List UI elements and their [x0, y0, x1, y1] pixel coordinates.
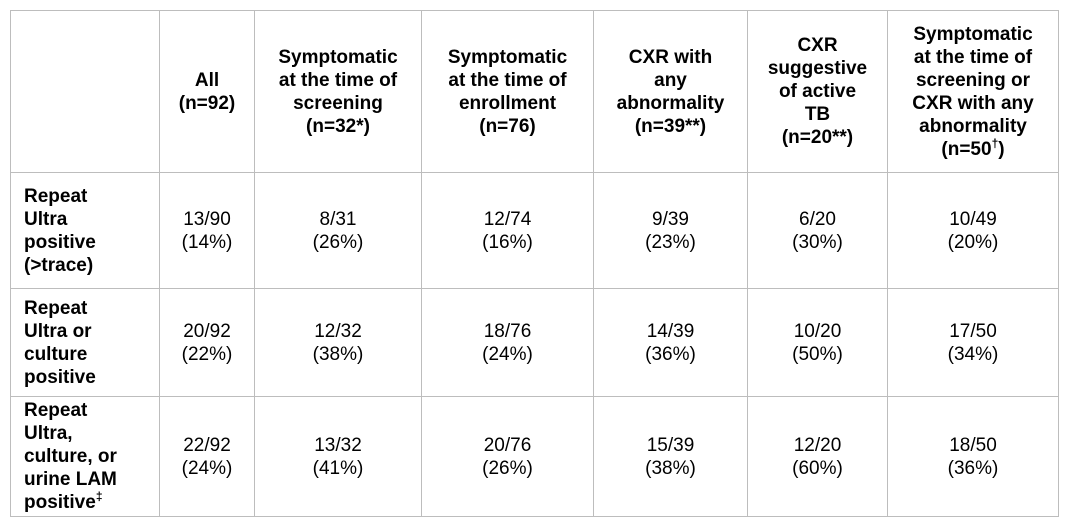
double-dagger-symbol: ‡ [95, 489, 103, 504]
column-header-empty [10, 10, 160, 173]
data-cell: 12/32 (38%) [254, 288, 422, 397]
data-cell: 14/39 (36%) [593, 288, 748, 397]
dagger-symbol: † [991, 136, 999, 151]
data-cell: 15/39 (38%) [593, 396, 748, 517]
data-cell: 8/31 (26%) [254, 172, 422, 289]
data-cell: 18/76 (24%) [421, 288, 594, 397]
column-header-symptomatic-or-cxr: Symptomatic at the time of screening or … [887, 10, 1059, 173]
data-cell: 20/92 (22%) [159, 288, 255, 397]
column-header-symptomatic-enrollment: Symptomatic at the time of enrollment (n… [421, 10, 594, 173]
column-header-symptomatic-screening: Symptomatic at the time of screening (n=… [254, 10, 422, 173]
data-cell: 10/20 (50%) [747, 288, 888, 397]
row-label-repeat-ultra-or-culture: Repeat Ultra or culture positive [10, 288, 160, 397]
data-cell: 6/20 (30%) [747, 172, 888, 289]
study-results-table: All (n=92) Symptomatic at the time of sc… [10, 10, 1059, 517]
table-row: Repeat Ultra, culture, or urine LAM posi… [10, 396, 1059, 517]
data-cell: 13/32 (41%) [254, 396, 422, 517]
data-cell: 18/50 (36%) [887, 396, 1059, 517]
row-label-text: Repeat Ultra, culture, or urine LAM posi… [24, 400, 117, 513]
header-row: All (n=92) Symptomatic at the time of sc… [10, 10, 1059, 173]
data-cell: 12/74 (16%) [421, 172, 594, 289]
data-cell: 20/76 (26%) [421, 396, 594, 517]
column-header-cxr-any-abnormality: CXR with any abnormality (n=39**) [593, 10, 748, 173]
data-cell: 9/39 (23%) [593, 172, 748, 289]
data-cell: 10/49 (20%) [887, 172, 1059, 289]
data-cell: 22/92 (24%) [159, 396, 255, 517]
row-label-repeat-ultra-positive: Repeat Ultra positive (>trace) [10, 172, 160, 289]
table-row: Repeat Ultra positive (>trace) 13/90 (14… [10, 172, 1059, 289]
data-cell: 12/20 (60%) [747, 396, 888, 517]
column-header-text-close: ) [998, 138, 1005, 160]
column-header-cxr-active-tb: CXR suggestive of active TB (n=20**) [747, 10, 888, 173]
table-row: Repeat Ultra or culture positive 20/92 (… [10, 288, 1059, 397]
column-header-text: Symptomatic at the time of screening or … [912, 23, 1034, 160]
column-header-all: All (n=92) [159, 10, 255, 173]
data-cell: 13/90 (14%) [159, 172, 255, 289]
data-cell: 17/50 (34%) [887, 288, 1059, 397]
row-label-repeat-ultra-culture-lam: Repeat Ultra, culture, or urine LAM posi… [10, 396, 160, 517]
